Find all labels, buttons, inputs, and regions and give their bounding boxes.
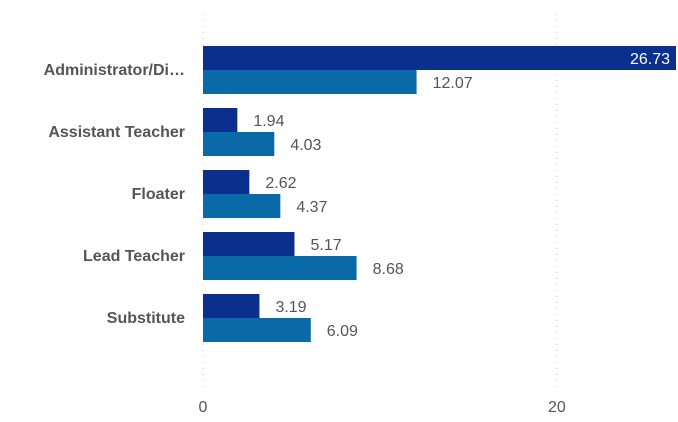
data-label: 4.03 (290, 137, 321, 154)
bar-series-1 (203, 294, 260, 318)
category-label: Floater (132, 186, 185, 203)
bar-series-2 (203, 70, 417, 94)
bar-series-2 (203, 318, 311, 342)
x-tick-label: 20 (548, 399, 566, 416)
category-label: Assistant Teacher (48, 124, 185, 141)
bar-series-1 (203, 46, 676, 70)
x-axis-ticks: 0 20 (199, 399, 566, 416)
data-label: 1.94 (253, 113, 284, 130)
data-label: 5.17 (310, 237, 341, 254)
bar-series-1 (203, 232, 295, 256)
bar-series-2 (203, 256, 357, 280)
data-label: 8.68 (373, 261, 404, 278)
data-label: 2.62 (265, 175, 296, 192)
category-label: Substitute (107, 310, 185, 327)
data-label: 6.09 (327, 323, 358, 340)
data-label: 26.73 (630, 51, 670, 68)
bars: 26.73 12.07 1.94 4.03 2.624.37 5.17 8.68 3.19 6.… (203, 46, 676, 342)
category-label: Lead Teacher (83, 248, 185, 265)
bar-series-2 (203, 132, 275, 156)
category-labels: Administrator/Di… Assistant Teacher Floate… (44, 62, 185, 327)
data-label: 3.19 (275, 299, 306, 316)
bar-series-2 (203, 194, 281, 218)
data-label: 12.07 (433, 75, 473, 92)
data-label: 4.37 (296, 199, 327, 216)
x-tick-label: 0 (199, 399, 208, 416)
bar-series-1 (203, 170, 250, 194)
category-label: Administrator/Di… (44, 62, 185, 79)
bar-series-1 (203, 108, 238, 132)
